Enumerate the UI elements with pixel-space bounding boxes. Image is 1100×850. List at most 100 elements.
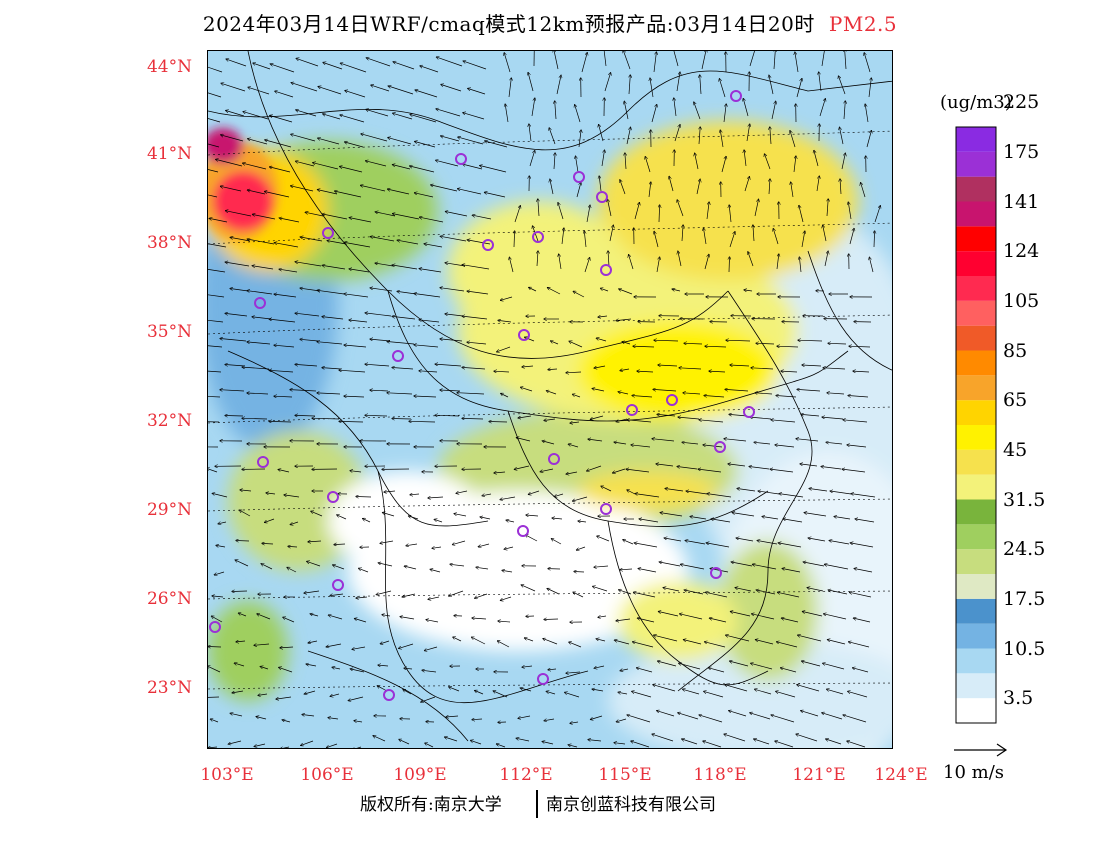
wind-arrow [660, 513, 683, 517]
wind-arrow [797, 685, 820, 692]
wind-arrow [421, 696, 436, 702]
colorbar-segment [956, 151, 996, 177]
wind-arrow [291, 83, 318, 92]
wind-arrow [270, 64, 295, 73]
wind-arrow [620, 369, 630, 371]
wind-arrow [435, 364, 462, 367]
wind-arrow [462, 418, 484, 419]
wind-arrow [594, 665, 605, 668]
wind-arrow [230, 289, 249, 292]
wind-arrow [225, 416, 244, 417]
wind-arrow [296, 161, 315, 167]
wind-arrow [654, 232, 659, 248]
wind-arrow [543, 639, 558, 645]
wind-arrow [317, 290, 345, 295]
wind-arrow [548, 288, 561, 295]
wind-arrow [276, 696, 292, 699]
colorbar-segment [956, 499, 996, 525]
wind-arrow [783, 519, 803, 523]
wind-arrow [211, 719, 219, 723]
wind-arrow [542, 742, 554, 745]
wind-arrow [748, 252, 754, 267]
station-marker [327, 491, 339, 503]
wind-arrow [234, 663, 245, 667]
wind-arrow [615, 640, 630, 645]
wind-arrow [505, 104, 509, 123]
wind-arrow [453, 540, 466, 545]
wind-arrow [504, 546, 514, 549]
wind-arrow [669, 177, 674, 192]
wind-arrow [802, 661, 821, 667]
wind-arrow [445, 737, 458, 742]
wind-arrow [208, 345, 223, 348]
wind-arrow [226, 111, 245, 117]
wind-arrow [350, 471, 362, 472]
wind-arrow [851, 494, 876, 498]
pm25-map [207, 50, 893, 749]
wind-arrow [551, 341, 559, 345]
wind-arrow [848, 691, 868, 698]
wind-arrow [623, 540, 634, 545]
wind-arrow [769, 179, 770, 195]
wind-arrow [868, 78, 871, 98]
wind-arrow [253, 63, 271, 70]
wind-arrow [544, 419, 556, 421]
wind-arrow [626, 127, 631, 145]
wind-arrow [576, 156, 579, 173]
colorbar-label: 45 [1003, 438, 1028, 461]
wind-arrow [305, 212, 324, 217]
wind-arrow [243, 112, 269, 120]
wind-arrow [634, 592, 656, 598]
wind-arrow [327, 743, 338, 748]
wind-arrow [326, 643, 342, 647]
wind-arrow [847, 741, 866, 748]
colorbar-segment [956, 698, 996, 723]
wind-arrow [526, 515, 539, 516]
wind-arrow [770, 127, 771, 145]
wind-arrow [265, 192, 290, 198]
wind-arrow [652, 734, 674, 742]
wind-arrow [208, 143, 220, 148]
wind-arrow [514, 206, 520, 223]
station-marker [518, 329, 530, 341]
wind-arrow [397, 240, 419, 245]
wind-arrow [279, 667, 293, 673]
wind-arrow [232, 591, 248, 592]
wind-arrow [596, 639, 606, 642]
wind-arrow [685, 541, 706, 545]
lat-label-41: 41°N [146, 144, 192, 164]
wind-arrow [723, 104, 726, 123]
wind-arrow [696, 179, 700, 195]
wind-arrow [608, 199, 612, 217]
wind-arrow [744, 177, 749, 192]
wind-arrow [822, 417, 844, 420]
wind-arrow [568, 444, 579, 448]
wind-arrow [554, 153, 555, 170]
wind-arrow [302, 715, 315, 717]
wind-arrow [317, 393, 341, 394]
wind-arrow [457, 393, 485, 394]
wind-arrow [584, 231, 587, 248]
wind-arrow [729, 232, 735, 248]
wind-arrow [719, 79, 726, 98]
wind-arrow [318, 87, 342, 95]
wind-arrow [592, 689, 604, 692]
wind-arrow [781, 371, 798, 372]
wind-arrow [731, 612, 751, 617]
wind-arrow [777, 346, 799, 347]
wind-arrow [252, 266, 274, 270]
wind-arrow [827, 689, 844, 695]
wind-arrow [522, 666, 533, 667]
wind-arrow [770, 469, 794, 473]
wind-arrow [700, 75, 701, 95]
station-marker [257, 456, 269, 468]
wind-arrow [428, 497, 444, 498]
copyright-company: 南京创蓝科技有限公司 [546, 795, 716, 815]
wind-arrow [410, 166, 435, 173]
station-marker [743, 406, 755, 418]
wind-arrow [410, 494, 420, 495]
wind-arrow [699, 715, 723, 723]
wind-arrow [814, 151, 819, 167]
wind-arrow [848, 396, 869, 398]
wind-arrow [657, 414, 676, 416]
